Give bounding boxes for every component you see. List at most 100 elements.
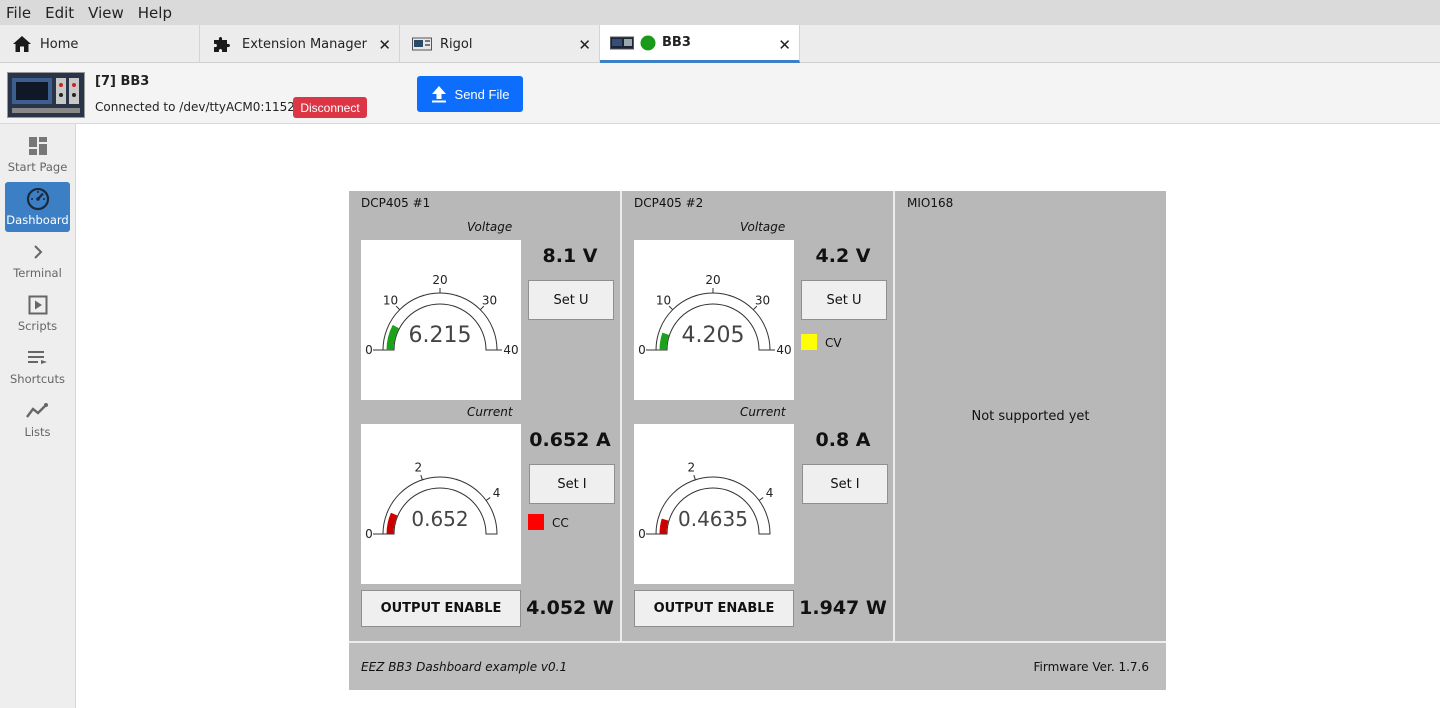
gauge-track — [655, 476, 771, 535]
puzzle-icon — [212, 34, 234, 54]
gauge-tick-label: 0 — [638, 343, 646, 357]
sidebar-item-shortcuts[interactable]: Shortcuts — [5, 341, 70, 391]
set-u-button[interactable]: Set U — [528, 280, 614, 320]
current-label: Current — [467, 405, 513, 419]
send-file-label: Send File — [454, 86, 510, 102]
gauge-tick-label: 2 — [688, 460, 696, 474]
voltage-gauge: 0 10 20 30 40 6.215 — [361, 240, 521, 400]
sidebar-item-start-page[interactable]: Start Page — [5, 129, 70, 179]
cv-indicator — [801, 334, 817, 350]
module-title: MIO168 — [907, 196, 954, 210]
gauge-icon — [26, 187, 50, 211]
sidebar-item-terminal[interactable]: Terminal — [5, 235, 70, 285]
tab-extension-manager-label: Extension Manager — [242, 36, 367, 52]
current-gauge: 0 2 4 0.652 — [361, 424, 521, 584]
tab-bar: Home Extension Manager ✕ Rigol ✕ BB3 ✕ — [0, 25, 1440, 63]
instrument-icon — [610, 36, 634, 50]
disconnect-button[interactable]: Disconnect — [293, 97, 367, 118]
gauge-value-text: 4.205 — [682, 323, 745, 348]
send-file-button[interactable]: Send File — [417, 76, 523, 112]
menu-help[interactable]: Help — [137, 3, 172, 22]
mio168-panel: MIO168 Not supported yet — [895, 191, 1166, 641]
gauge-tick-label: 20 — [432, 273, 447, 287]
voltage-label: Voltage — [467, 220, 513, 234]
chevron-right-icon — [30, 240, 46, 264]
channel-title: DCP405 #1 — [361, 196, 431, 210]
cv-label: CV — [825, 336, 842, 350]
sidebar: Start Page Dashboard Terminal Scripts Sh… — [0, 124, 76, 708]
grid-icon — [28, 134, 48, 158]
close-icon[interactable]: ✕ — [578, 36, 591, 54]
sidebar-item-label: Scripts — [17, 319, 58, 333]
channel-panel-1: DCP405 #1 Voltage 0 10 20 30 40 6.215 8.1 V S… — [349, 191, 620, 641]
chart-line-icon — [25, 399, 50, 423]
current-label: Current — [740, 405, 786, 419]
close-icon[interactable]: ✕ — [778, 36, 791, 54]
set-i-button[interactable]: Set I — [802, 464, 888, 504]
tab-home[interactable]: Home — [0, 25, 200, 63]
gauge-tick-label: 40 — [776, 343, 791, 357]
voltage-gauge: 0 10 20 30 40 4.205 — [634, 240, 794, 400]
not-supported-message: Not supported yet — [971, 409, 1090, 424]
gauge-value-bar — [386, 512, 398, 535]
sidebar-item-label: Lists — [24, 425, 51, 439]
voltage-label: Voltage — [740, 220, 786, 234]
tab-bb3[interactable]: BB3 ✕ — [600, 25, 800, 63]
tab-bb3-label: BB3 — [662, 35, 691, 50]
sidebar-item-label: Dashboard — [6, 213, 69, 227]
tab-rigol-label: Rigol — [440, 36, 473, 52]
connection-info: Connected to /dev/ttyACM0:115200 — [95, 100, 311, 114]
menu-edit[interactable]: Edit — [45, 3, 75, 22]
sidebar-item-scripts[interactable]: Scripts — [5, 288, 70, 338]
gauge-tick-label: 0 — [638, 527, 646, 541]
play-icon — [28, 293, 48, 317]
connection-status-icon — [640, 35, 656, 51]
panel-divider — [893, 191, 895, 641]
output-enable-button[interactable]: OUTPUT ENABLE — [361, 590, 521, 627]
gauge-tick-label: 30 — [755, 294, 770, 308]
gauge-tick-label: 10 — [383, 294, 398, 308]
tab-home-label: Home — [40, 36, 79, 52]
power-readout: 1.947 W — [799, 597, 887, 619]
gauge-tick-label: 0 — [365, 527, 373, 541]
gauge-value-text: 0.4635 — [678, 507, 748, 531]
tab-extension-manager[interactable]: Extension Manager ✕ — [200, 25, 400, 63]
footer-divider — [349, 641, 1166, 643]
voltage-setpoint: 4.2 V — [815, 245, 871, 267]
menubar: File Edit View Help — [0, 0, 1440, 25]
device-title: [7] BB3 — [95, 74, 150, 89]
panel-divider — [620, 191, 622, 641]
voltage-setpoint: 8.1 V — [542, 245, 598, 267]
close-icon[interactable]: ✕ — [378, 36, 391, 54]
channel-panel-2: DCP405 #2 Voltage 0 10 20 30 40 4.205 4.2 V S… — [622, 191, 893, 641]
gauge-tick-label: 0 — [365, 343, 373, 357]
sidebar-item-label: Shortcuts — [10, 372, 65, 386]
gauge-tick-label: 10 — [656, 294, 671, 308]
gauge-tick-label: 20 — [705, 273, 720, 287]
set-u-button[interactable]: Set U — [801, 280, 887, 320]
gauge-tick-label: 4 — [493, 486, 501, 500]
gauge-value-bar — [386, 324, 399, 351]
firmware-version: Firmware Ver. 1.7.6 — [1033, 660, 1149, 674]
set-i-button[interactable]: Set I — [529, 464, 615, 504]
dashboard: DCP405 #1 Voltage 0 10 20 30 40 6.215 8.1 V S… — [349, 191, 1166, 690]
gauge-value-bar — [659, 332, 670, 351]
gauge-track — [655, 292, 771, 351]
list-icon — [27, 346, 49, 370]
device-image — [7, 72, 85, 118]
gauge-tick-label: 40 — [503, 343, 518, 357]
cc-label: CC — [552, 516, 569, 530]
output-enable-button[interactable]: OUTPUT ENABLE — [634, 590, 794, 627]
power-readout: 4.052 W — [526, 597, 614, 619]
channel-title: DCP405 #2 — [634, 196, 704, 210]
sidebar-item-label: Start Page — [7, 160, 68, 174]
sidebar-item-dashboard[interactable]: Dashboard — [5, 182, 70, 232]
current-gauge: 0 2 4 0.4635 — [634, 424, 794, 584]
menu-view[interactable]: View — [88, 3, 124, 22]
home-icon — [12, 35, 32, 53]
menu-file[interactable]: File — [6, 3, 32, 22]
sidebar-item-lists[interactable]: Lists — [5, 394, 70, 444]
device-header: [7] BB3 Connected to /dev/ttyACM0:115200… — [0, 63, 1440, 124]
sidebar-item-label: Terminal — [13, 266, 62, 280]
tab-rigol[interactable]: Rigol ✕ — [400, 25, 600, 63]
